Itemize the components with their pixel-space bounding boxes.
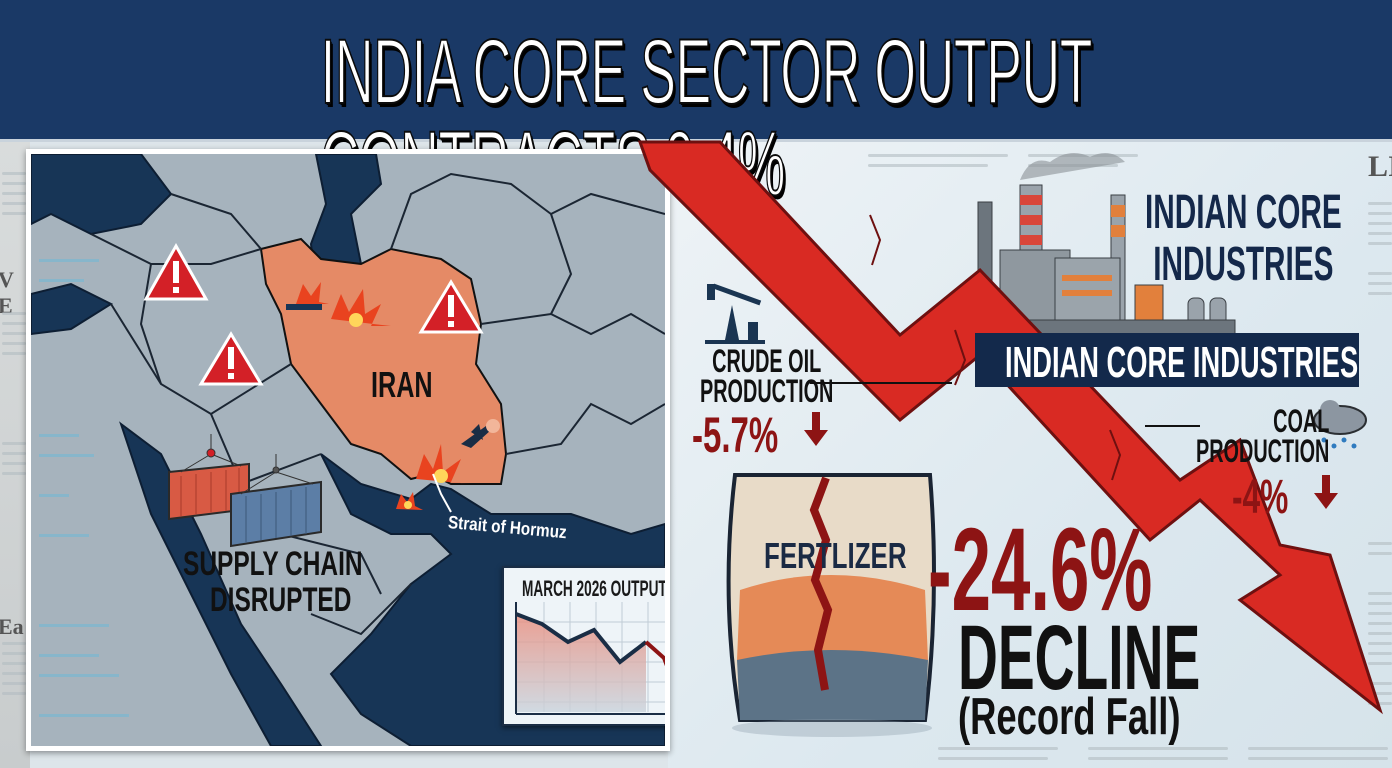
newspaper-heading: Ea: [0, 614, 24, 639]
shipping-container-icon: [230, 471, 322, 548]
warning-icon: [143, 242, 209, 301]
coal-connector-line: [1145, 425, 1200, 427]
explosion-icon: [396, 492, 423, 510]
explosion-icon: [286, 282, 329, 310]
industries-banner: INDIAN CORE INDUSTRIES: [975, 333, 1359, 387]
record-fall-note: (Record Fall): [958, 688, 1181, 746]
coal-label: COAL PRODUCTION: [1196, 403, 1330, 469]
march-output-chart: MARCH 2026 OUTPUT: [502, 566, 665, 726]
warning-icon: [418, 279, 484, 334]
warning-icon: [198, 331, 264, 386]
middle-east-map: IRAN SUPPLY CHAIN DISRUPTED Strait of Ho…: [31, 154, 665, 746]
newspaper-heading: LI: [1368, 150, 1392, 183]
fighter-jet-icon: [461, 419, 500, 448]
coal-value: -4%: [1232, 471, 1289, 524]
fertilizer-decline-value: -24.6%: [928, 504, 1153, 636]
decline-label: DECLINE: [958, 607, 1201, 709]
newspaper-heading: V E: [0, 267, 14, 318]
crane-hook-icon: [206, 434, 280, 474]
newspaper-background-left: V E Ea: [0, 142, 30, 768]
crude-oil-value: -5.7%: [692, 407, 779, 463]
map-shapes: [31, 154, 665, 746]
industries-title: INDIAN CORE INDUSTRIES: [1145, 186, 1342, 291]
fertilizer-bag-label: FERTLIZER: [764, 535, 907, 576]
map-panel: IRAN SUPPLY CHAIN DISRUPTED Strait of Ho…: [26, 149, 670, 751]
data-grid-pattern: [39, 259, 129, 717]
chart-title: MARCH 2026 OUTPUT: [522, 576, 665, 601]
chart-plot: [515, 602, 665, 715]
crude-oil-label: CRUDE OIL PRODUCTION: [700, 343, 834, 409]
headline-banner: INDIA CORE SECTOR OUTPUT CONTRACTS 0.4%: [0, 0, 1392, 211]
shipping-container-icon: [168, 453, 250, 521]
iran-label: IRAN: [371, 364, 433, 405]
explosion-icon: [331, 289, 391, 327]
strait-pointer: [432, 473, 452, 513]
crude-connector-line: [810, 382, 952, 384]
explosion-icon: [416, 444, 471, 484]
supply-chain-label: SUPPLY CHAIN DISRUPTED: [183, 545, 363, 619]
